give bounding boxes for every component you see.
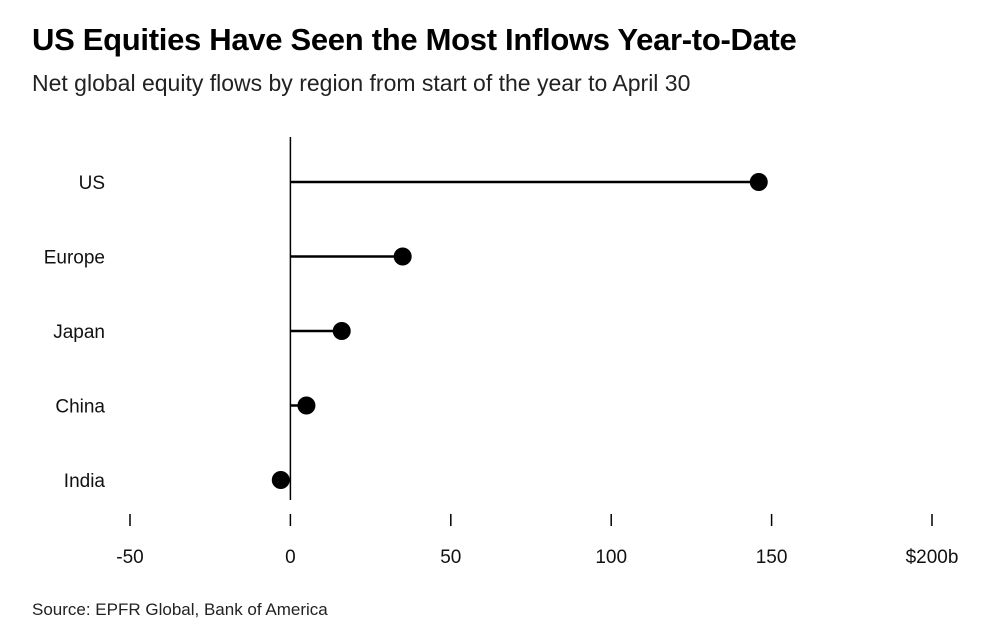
lollipop-dot-india [271,471,290,489]
category-label: US [79,173,105,194]
source-note: Source: EPFR Global, Bank of America [32,600,328,619]
x-tick-label: $200b [906,547,959,568]
category-label: Europe [44,248,105,269]
lollipop-dot-europe [393,247,412,266]
x-tick-label: 0 [285,547,296,568]
chart-title: US Equities Have Seen the Most Inflows Y… [32,22,797,57]
chart-subtitle: Net global equity flows by region from s… [32,70,691,96]
x-tick-label: -50 [116,547,143,568]
category-label: Japan [53,322,105,343]
category-label: India [64,471,106,492]
category-label: China [55,397,105,418]
x-tick-label: 100 [595,547,627,568]
lollipop-dot-china [297,396,316,415]
lollipop-chart: -50 0 50 100 150 $200b US Europe Japan China India [44,137,959,568]
lollipop-dot-japan [332,322,351,340]
lollipop-dot-us [749,173,768,191]
x-tick-label: 50 [440,547,461,568]
x-tick-label: 150 [756,547,788,568]
